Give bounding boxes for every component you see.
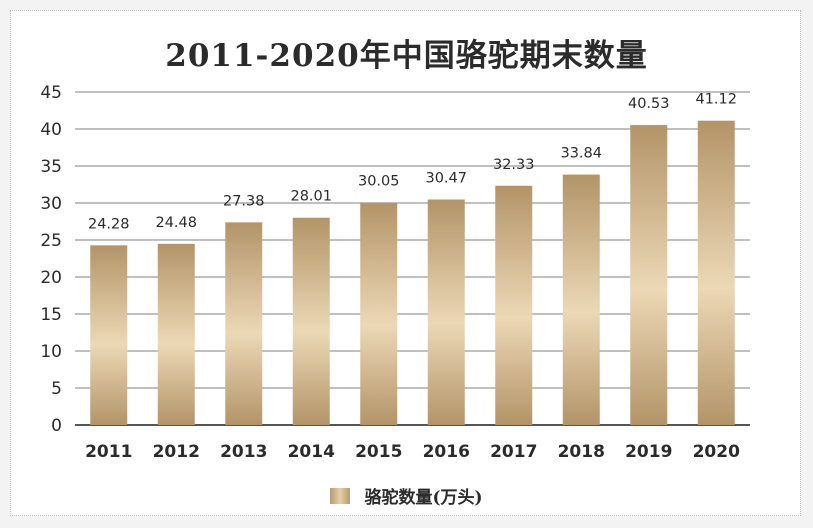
y-tick-label: 25: [40, 231, 62, 251]
data-label: 30.47: [425, 171, 467, 187]
data-label: 27.38: [223, 193, 265, 209]
data-label: 24.48: [155, 215, 197, 231]
y-tick-label: 40: [40, 120, 62, 140]
y-tick-label: 20: [40, 268, 62, 288]
chart-title: 2011-2020年中国骆驼期末数量: [165, 38, 648, 74]
y-tick-label: 15: [40, 305, 62, 325]
x-tick-label: 2013: [220, 442, 267, 462]
bar: [225, 222, 263, 425]
legend: 骆驼数量(万头): [0, 483, 813, 508]
data-label: 24.28: [88, 216, 130, 232]
x-tick-label: 2015: [355, 442, 402, 462]
bar: [292, 217, 330, 425]
y-tick-label: 30: [40, 194, 62, 214]
chart-card: [10, 10, 801, 516]
x-tick-label: 2019: [625, 442, 672, 462]
bar: [562, 174, 600, 425]
x-tick-label: 2016: [423, 442, 470, 462]
legend-label: 骆驼数量(万头): [364, 488, 483, 508]
x-tick-label: 2017: [490, 442, 537, 462]
data-label: 40.53: [628, 96, 670, 112]
x-tick-label: 2012: [153, 442, 200, 462]
bar: [360, 202, 398, 425]
x-tick-label: 2020: [693, 442, 740, 462]
bar: [495, 185, 533, 425]
data-label: 30.05: [358, 174, 400, 190]
y-tick-label: 45: [40, 83, 62, 103]
y-tick-label: 5: [51, 379, 62, 399]
data-label: 32.33: [493, 157, 535, 173]
data-label: 41.12: [695, 92, 737, 108]
y-tick-label: 35: [40, 157, 62, 177]
x-tick-label: 2011: [85, 442, 132, 462]
y-tick-label: 10: [40, 342, 62, 362]
data-label: 33.84: [560, 146, 602, 162]
legend-swatch: [330, 487, 351, 504]
x-tick-label: 2014: [288, 442, 335, 462]
bar: [427, 199, 465, 425]
bar: [630, 125, 668, 425]
y-tick-label: 0: [51, 416, 62, 436]
bar: [157, 243, 195, 425]
x-tick-label: 2018: [558, 442, 605, 462]
data-label: 28.01: [290, 189, 332, 205]
bar: [697, 120, 735, 425]
bar: [90, 245, 128, 425]
